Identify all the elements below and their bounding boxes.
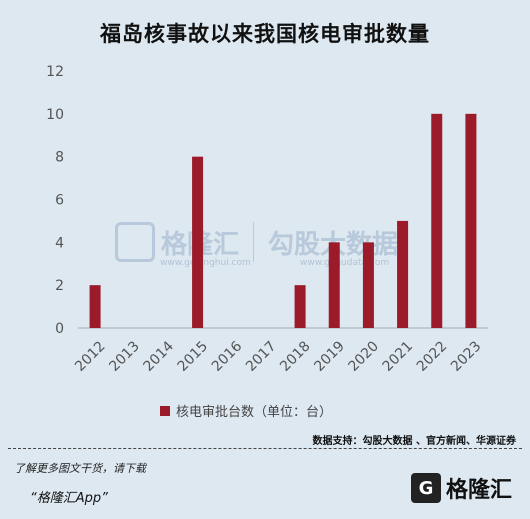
bar-2021 xyxy=(397,220,409,328)
x-tick-label: 2021 xyxy=(380,338,417,375)
y-tick-label: 10 xyxy=(46,107,64,123)
bar-2020 xyxy=(362,242,374,328)
legend-label: 核电审批台数（单位：台） xyxy=(176,405,333,420)
x-tick-label: 2015 xyxy=(175,338,212,375)
footer-note: 了解更多图文干货，请下载 xyxy=(14,462,146,475)
bar-2018 xyxy=(294,285,306,328)
x-tick-label: 2017 xyxy=(243,338,280,375)
bar-2012 xyxy=(89,285,101,328)
x-tick-label: 2014 xyxy=(141,338,178,375)
y-tick-label: 8 xyxy=(55,150,64,166)
y-tick-label: 6 xyxy=(55,193,64,209)
chart-title: 福岛核事故以来我国核电审批数量 xyxy=(100,22,430,46)
watermark-url: www.gelonghui.com xyxy=(160,258,251,268)
footer-app-name: “格隆汇App” xyxy=(30,491,108,506)
y-tick-label: 12 xyxy=(46,64,64,80)
divider xyxy=(8,448,522,449)
legend: 核电审批台数（单位：台） xyxy=(160,401,332,420)
x-tick-label: 2016 xyxy=(209,338,246,375)
y-tick-label: 0 xyxy=(55,321,64,337)
bar-2022 xyxy=(431,113,443,328)
x-tick-label: 2013 xyxy=(106,338,143,375)
bar-chart: 0 2 4 6 8 10 12 2012201320142015201620172018201… xyxy=(46,64,488,375)
bar-2023 xyxy=(465,113,477,328)
x-tick-label: 2023 xyxy=(448,338,485,375)
source-note: 数据支持：勾股大数据 、官方新闻、华源证券 xyxy=(312,436,516,447)
bar-2015 xyxy=(192,156,204,328)
logo-text: 格隆汇 xyxy=(445,478,512,503)
x-tick-label: 2018 xyxy=(277,338,314,375)
watermark-logo-icon xyxy=(115,222,155,262)
logo-icon: G xyxy=(410,473,441,503)
footer-logo: G 格隆汇 xyxy=(410,472,512,504)
y-tick-label: 4 xyxy=(55,235,64,251)
watermark-data-url: www.gogudata.com xyxy=(300,258,390,268)
x-tick-label: 2019 xyxy=(311,338,348,375)
x-tick-label: 2020 xyxy=(346,338,383,375)
x-tick-label: 2022 xyxy=(414,338,451,375)
y-tick-label: 2 xyxy=(55,278,64,294)
bar-2019 xyxy=(328,242,340,328)
watermark-divider xyxy=(253,222,255,262)
x-tick-label: 2012 xyxy=(72,338,109,375)
legend-swatch xyxy=(160,405,170,416)
